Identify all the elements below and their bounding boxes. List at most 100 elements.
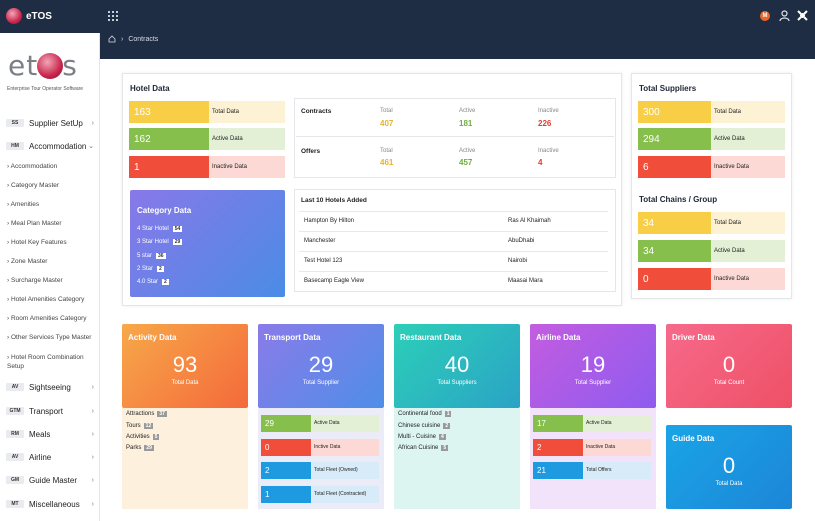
sidebar-item-airline[interactable]: AV Airline › [0,450,100,464]
sidebar-subitem-amenities[interactable]: › Amenities [7,201,40,208]
driver-card: Driver Data 0 Total Count [666,324,792,408]
sidebar-subitem-accommodation[interactable]: › Accommodation [7,163,58,170]
hotel-total-stat: 163 Total Data [129,101,285,123]
table-row[interactable]: Basecamp Eagle View Maasai Mara [299,271,608,290]
guide-caption: Total Data [715,481,743,487]
chevron-right-icon: › [91,119,94,127]
sidebar-subitem-category-master[interactable]: › Category Master [7,182,60,189]
contracts-total-label: Total [380,108,393,114]
hotel-active-stat: 162 Active Data [129,128,285,150]
guide-value: 0 [722,453,736,478]
list-item: Tours 12 [126,423,154,429]
chevron-right-icon: › [91,383,94,391]
sidebar-item-meals[interactable]: RM Meals › [0,427,100,441]
hotel-inactive-stat: 1 Inactive Data [129,156,285,178]
list-item: African Cuisine 5 [398,445,449,451]
contracts-active-value: 181 [459,119,473,128]
offers-inactive-value: 4 [538,158,543,167]
chevron-right-icon: › [91,500,94,508]
top-bar [0,0,815,33]
breadcrumb-separator: › [121,35,124,43]
transport-active-stat: 29 Active Data [261,415,379,432]
brand-logo-icon [37,53,64,79]
chevron-right-icon: › [91,430,94,438]
list-item: Activities 5 [126,434,160,440]
airline-inactive-stat: 2 Inactive Data [533,439,651,456]
sidebar-item-transport[interactable]: GTM Transport › [0,404,100,418]
airline-caption: Total Supplier [574,380,612,386]
driver-title: Driver Data [672,333,715,342]
contracts-inactive-value: 226 [538,119,552,128]
restaurant-value: 40 [444,352,470,377]
home-icon[interactable] [108,35,116,43]
sub-header [100,33,815,59]
table-row[interactable]: Manchester AbuDhabi [299,231,608,250]
last-hotels-box [294,189,616,292]
offers-label: Offers [301,148,321,155]
user-icon[interactable] [779,10,790,22]
last-hotels-title: Last 10 Hotels Added [301,197,367,204]
hotel-data-title: Hotel Data [130,84,170,93]
suppliers-total-stat: 300 Total Data [638,101,785,123]
sidebar-subitem-zone-master[interactable]: › Zone Master [7,258,48,265]
chains-title: Total Chains / Group [639,195,718,204]
sidebar-subitem-hotel-amenities-category[interactable]: › Hotel Amenities Category [7,296,85,303]
app-title: eTOS [26,11,52,22]
sidebar-subitem-meal-plan-master[interactable]: › Meal Plan Master [7,220,62,227]
guide-title: Guide Data [672,434,715,443]
restaurant-details [394,408,520,509]
guide-card: Guide Data 0 Total Data [666,425,792,509]
sidebar-subitem-other-services-type-master[interactable]: › Other Services Type Master [7,334,92,341]
table-row[interactable]: Hampton By Hilton Ras Al Khaimah [299,211,608,230]
sidebar-item-supplier-setup[interactable]: SS Supplier SetUp › [0,116,100,130]
chains-active-stat: 34 Active Data [638,240,785,262]
apps-grid-icon[interactable] [108,11,118,21]
restaurant-card: Restaurant Data 40 Total Suppliers [394,324,520,408]
transport-card: Transport Data 29 Total Supplier [258,324,384,408]
activity-details [122,408,248,509]
airline-active-stat: 17 Active Data [533,415,651,432]
restaurant-title: Restaurant Data [400,333,462,342]
brand-logo: et s [8,49,78,82]
app-logo-icon [6,8,22,24]
transport-caption: Total Supplier [302,380,340,386]
sidebar-subitem-room-amenities-category[interactable]: › Room Amenities Category [7,315,87,322]
contracts-active-label: Active [459,108,476,114]
table-row[interactable]: Test Hotel 123 Nairobi [299,251,608,270]
sidebar-item-miscellaneous[interactable]: MT Miscellaneous › [0,497,100,511]
airline-value: 19 [580,352,606,377]
total-suppliers-title: Total Suppliers [639,84,697,93]
driver-value: 0 [722,352,736,377]
offers-total-label: Total [380,148,393,154]
contracts-inactive-label: Inactive [538,108,559,114]
driver-caption: Total Count [713,380,745,386]
restaurant-caption: Total Suppliers [437,380,477,386]
sidebar-item-accommodation[interactable]: HM Accommodation ⌄ [0,139,100,153]
activity-title: Activity Data [128,333,177,342]
category-data-title: Category Data [137,206,192,215]
sidebar-subitem-surcharge-master[interactable]: › Surcharge Master [7,277,63,284]
contracts-label: Contracts [301,108,332,115]
category-row: 4 Star Hotel 54 [137,226,183,232]
sidebar-subitem-hotel-room-combination-setup[interactable]: › Hotel Room Combination Setup [7,354,84,371]
airline-title: Airline Data [536,333,581,342]
airline-card: Airline Data 19 Total Supplier [530,324,656,408]
sidebar-item-guide-master[interactable]: GM Guide Master › [0,473,100,487]
sidebar-item-sightseeing[interactable]: AV Sightseeing › [0,380,100,394]
transport-value: 29 [308,352,334,377]
offers-total-value: 461 [380,158,394,167]
contracts-offers-box [294,98,616,178]
breadcrumb-current[interactable]: Contracts [128,35,159,43]
sidebar-subitem-hotel-key-features[interactable]: › Hotel Key Features [7,239,67,246]
category-row: 2 Star 2 [137,266,164,272]
activity-caption: Total Data [171,380,199,386]
transport-inactive-stat: 0 Inctive Data [261,439,379,456]
offers-active-value: 457 [459,158,473,167]
activity-card: Activity Data 93 Total Data [122,324,248,408]
suppliers-inactive-stat: 6 Inactive Data [638,156,785,178]
chevron-right-icon: › [91,453,94,461]
category-data-card: Category Data 4 Star Hotel 54 3 Star Hote… [130,190,285,297]
expand-icon[interactable] [797,10,808,21]
category-row: 3 Star Hotel 29 [137,239,183,245]
user-avatar[interactable]: M [760,11,770,21]
